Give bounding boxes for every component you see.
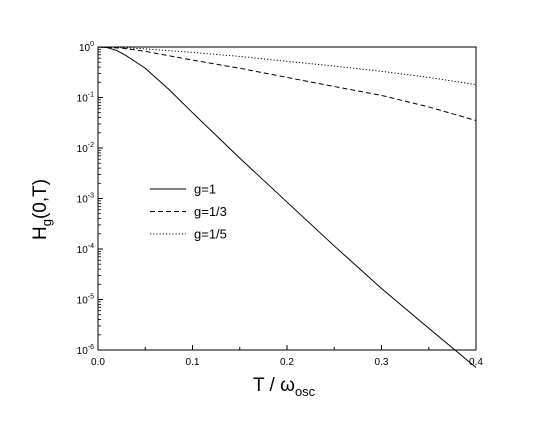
- legend-label: g=1: [194, 182, 216, 197]
- x-tick-label: 0.2: [280, 357, 294, 368]
- y-tick-label: 10-5: [77, 294, 94, 307]
- series-line-dotted: [97, 46, 477, 86]
- y-axis-label-subscript: g: [39, 219, 54, 226]
- y-tick-label: 10-6: [77, 344, 94, 357]
- y-tick-base: 10: [77, 245, 89, 256]
- series-lines: [97, 46, 477, 368]
- y-tick-exponent: -2: [88, 142, 94, 149]
- y-tick-base: 10: [77, 144, 89, 155]
- y-tick-label: 10-3: [77, 193, 94, 206]
- x-axis-label: T / ωosc: [253, 375, 316, 399]
- y-tick-label: 100: [79, 41, 94, 54]
- y-axis-label: Hg(0,T): [30, 179, 54, 240]
- plot-frame: [97, 46, 477, 351]
- y-tick-exponent: 0: [90, 41, 94, 48]
- x-tick-label: 0.4: [469, 357, 483, 368]
- y-tick-base: 10: [77, 94, 89, 105]
- y-tick-exponent: -3: [88, 193, 94, 200]
- y-tick-label: 10-1: [77, 92, 94, 105]
- y-tick-label: 10-4: [77, 243, 94, 256]
- y-tick-base: 10: [77, 346, 89, 357]
- y-tick-exponent: -1: [88, 92, 94, 99]
- series-line-dashed: [97, 46, 477, 122]
- y-tick-exponent: -4: [88, 243, 94, 250]
- y-tick-base: 10: [79, 43, 91, 54]
- y-tick-base: 10: [77, 296, 89, 307]
- x-axis-label-subscript: osc: [295, 384, 316, 399]
- series-line-solid: [97, 46, 477, 368]
- y-tick-label: 10-2: [77, 142, 94, 155]
- y-tick-exponent: -5: [88, 294, 94, 301]
- y-tick-exponent: -6: [88, 344, 94, 351]
- x-tick-label: 0.3: [375, 357, 389, 368]
- legend-label: g=1/5: [194, 227, 227, 242]
- y-tick-base: 10: [77, 195, 89, 206]
- y-axis-label-tail: (0,T): [30, 179, 51, 219]
- x-axis-label-main: T / ω: [253, 375, 295, 396]
- x-tick-label: 0.0: [91, 357, 105, 368]
- x-axis-ticks: 0.0 0.1 0.2 0.3 0.4: [91, 345, 483, 368]
- x-tick-label: 0.1: [186, 357, 200, 368]
- y-axis-label-main: H: [30, 226, 51, 240]
- legend-label: g=1/3: [194, 204, 227, 219]
- legend: g=1 g=1/3 g=1/5: [150, 182, 227, 242]
